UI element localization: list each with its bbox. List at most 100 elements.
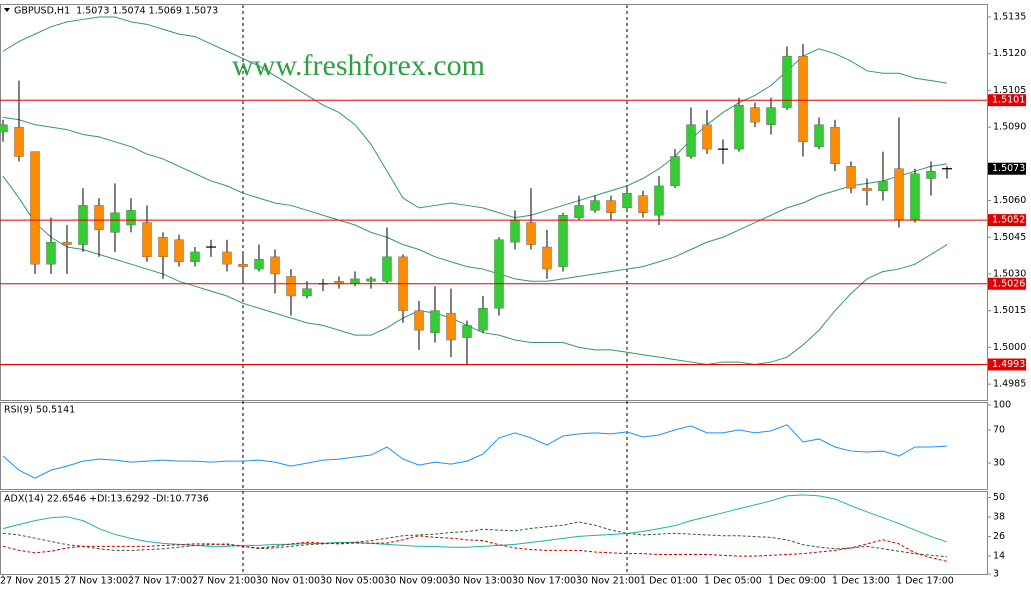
candle-body	[510, 219, 520, 243]
candle-body	[94, 205, 104, 231]
adx-title: ADX(14) 22.6546 +DI:13.6292 -DI:10.7736	[4, 494, 209, 505]
candle-body	[30, 151, 40, 265]
candle-body	[222, 251, 232, 265]
x-tick-label: 30 Nov 05:00	[320, 576, 384, 587]
candle-body	[78, 205, 88, 245]
x-tick-label: 30 Nov 17:00	[512, 576, 576, 587]
candle-body	[782, 55, 792, 108]
indicator-line	[2, 424, 948, 479]
y-tick-label: 1.5045	[993, 232, 1026, 243]
level-label: 1.5052	[992, 215, 1025, 226]
candle-body	[686, 124, 696, 157]
candle-body	[622, 193, 632, 209]
candle-body	[894, 168, 904, 221]
candle-body	[526, 222, 536, 245]
indicator-line	[2, 535, 948, 562]
candle-body	[46, 241, 56, 265]
indicator-line	[2, 521, 948, 558]
candle-body	[558, 215, 568, 267]
x-tick-label: 27 Nov 13:00	[64, 576, 128, 587]
level-label: 1.4993	[992, 359, 1025, 370]
y-tick-label: 1.5090	[993, 122, 1026, 133]
candle-body	[62, 241, 72, 245]
level-label-box	[988, 277, 1026, 290]
y-tick-label: 1.5030	[993, 268, 1026, 279]
candle-body	[798, 55, 808, 143]
candle-body	[158, 237, 168, 258]
candle-body	[14, 126, 24, 157]
watermark: www.freshforex.com	[232, 49, 485, 82]
x-tick-label: 27 Nov 21:00	[192, 576, 256, 587]
x-tick-label: 30 Nov 21:00	[576, 576, 640, 587]
candle-body	[414, 310, 424, 331]
candle-body	[766, 107, 776, 125]
candle-body	[110, 212, 120, 233]
x-tick-label: 30 Nov 09:00	[384, 576, 448, 587]
level-label-box	[988, 214, 1026, 227]
candle-body	[542, 246, 552, 270]
candle-body	[270, 256, 280, 275]
candle-body	[462, 325, 472, 338]
y-tick-label: 100	[993, 400, 1011, 411]
y-tick-label: 70	[993, 424, 1005, 435]
x-tick-label: 1 Dec 05:00	[704, 576, 762, 587]
rsi-title: RSI(9) 50.5141	[4, 405, 75, 416]
x-tick-label: 27 Nov 17:00	[128, 576, 192, 587]
candle-body	[142, 222, 152, 258]
y-tick-label: 1.5000	[993, 342, 1026, 353]
y-tick-label: 1.4985	[993, 379, 1026, 390]
rsi-panel-frame	[0, 402, 988, 490]
y-tick-label: 50	[993, 492, 1005, 503]
candle-body	[814, 124, 824, 147]
candle-body	[878, 180, 888, 191]
candle-body	[654, 185, 664, 216]
adx-panel-frame	[0, 491, 988, 575]
candle-body	[590, 200, 600, 211]
candle-body	[478, 308, 488, 331]
y-tick-label: 1.5120	[993, 48, 1026, 59]
candle-body	[750, 107, 760, 123]
price-label-box	[988, 162, 1026, 175]
indicator-line	[2, 494, 948, 548]
candle-body	[670, 156, 680, 187]
main-panel-frame	[0, 4, 988, 401]
candle-body	[382, 256, 392, 282]
level-label-box	[988, 358, 1026, 371]
y-tick-label: 38	[993, 512, 1005, 523]
chart-title: GBPUSD,H1 1.5073 1.5074 1.5069 1.5073	[14, 6, 218, 17]
candle-body	[830, 126, 840, 165]
candle-body	[910, 173, 920, 221]
candle-body	[734, 104, 744, 150]
candle-body	[638, 195, 648, 213]
indicator-line	[2, 175, 948, 366]
candle-body	[446, 312, 456, 341]
candle-body	[286, 276, 296, 297]
candle-body	[846, 166, 856, 189]
candle-body	[350, 278, 360, 284]
candle-body	[494, 239, 504, 309]
candle-body	[238, 263, 248, 267]
candle-body	[862, 188, 872, 191]
level-label: 1.5101	[992, 95, 1025, 106]
x-tick-label: 1 Dec 09:00	[768, 576, 826, 587]
indicator-line	[2, 116, 948, 282]
y-tick-label: 30	[993, 458, 1005, 469]
y-tick-label: 1.5135	[993, 11, 1026, 22]
price-label: 1.5073	[992, 163, 1025, 174]
candle-body	[926, 170, 936, 179]
candle-body	[606, 200, 616, 213]
y-tick-label: 1.5060	[993, 195, 1026, 206]
candle-body	[366, 278, 376, 282]
x-tick-label: 30 Nov 13:00	[448, 576, 512, 587]
y-tick-label: 3	[993, 569, 999, 580]
y-tick-label: 26	[993, 531, 1005, 542]
y-tick-label: 1.5105	[993, 85, 1026, 96]
candle-body	[174, 239, 184, 262]
candle-body	[126, 210, 136, 226]
candle-body	[430, 310, 440, 333]
x-tick-label: 30 Nov 01:00	[256, 576, 320, 587]
x-tick-label: 1 Dec 01:00	[640, 576, 698, 587]
candle-body	[302, 288, 312, 297]
x-tick-label: 1 Dec 17:00	[896, 576, 954, 587]
